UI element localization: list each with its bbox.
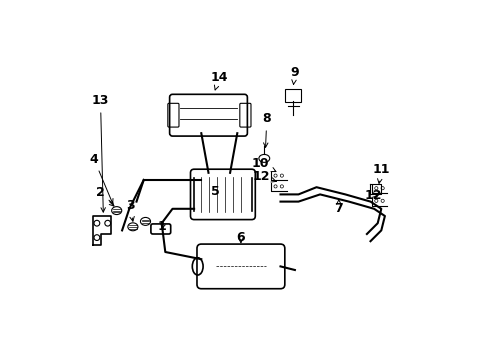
Text: 11: 11 (372, 163, 389, 183)
Text: 3: 3 (125, 199, 134, 221)
Text: 2: 2 (96, 186, 114, 206)
Text: 4: 4 (89, 153, 113, 203)
Text: 13: 13 (92, 94, 109, 212)
Text: 9: 9 (290, 66, 299, 85)
Text: 12: 12 (252, 170, 276, 183)
Text: 6: 6 (236, 231, 244, 244)
Text: 10: 10 (251, 157, 275, 172)
Text: 1: 1 (158, 220, 166, 233)
Text: 5: 5 (210, 185, 219, 198)
Text: 12: 12 (364, 189, 381, 202)
Text: 8: 8 (262, 112, 270, 147)
Text: 7: 7 (334, 199, 343, 215)
Text: 14: 14 (210, 71, 227, 90)
